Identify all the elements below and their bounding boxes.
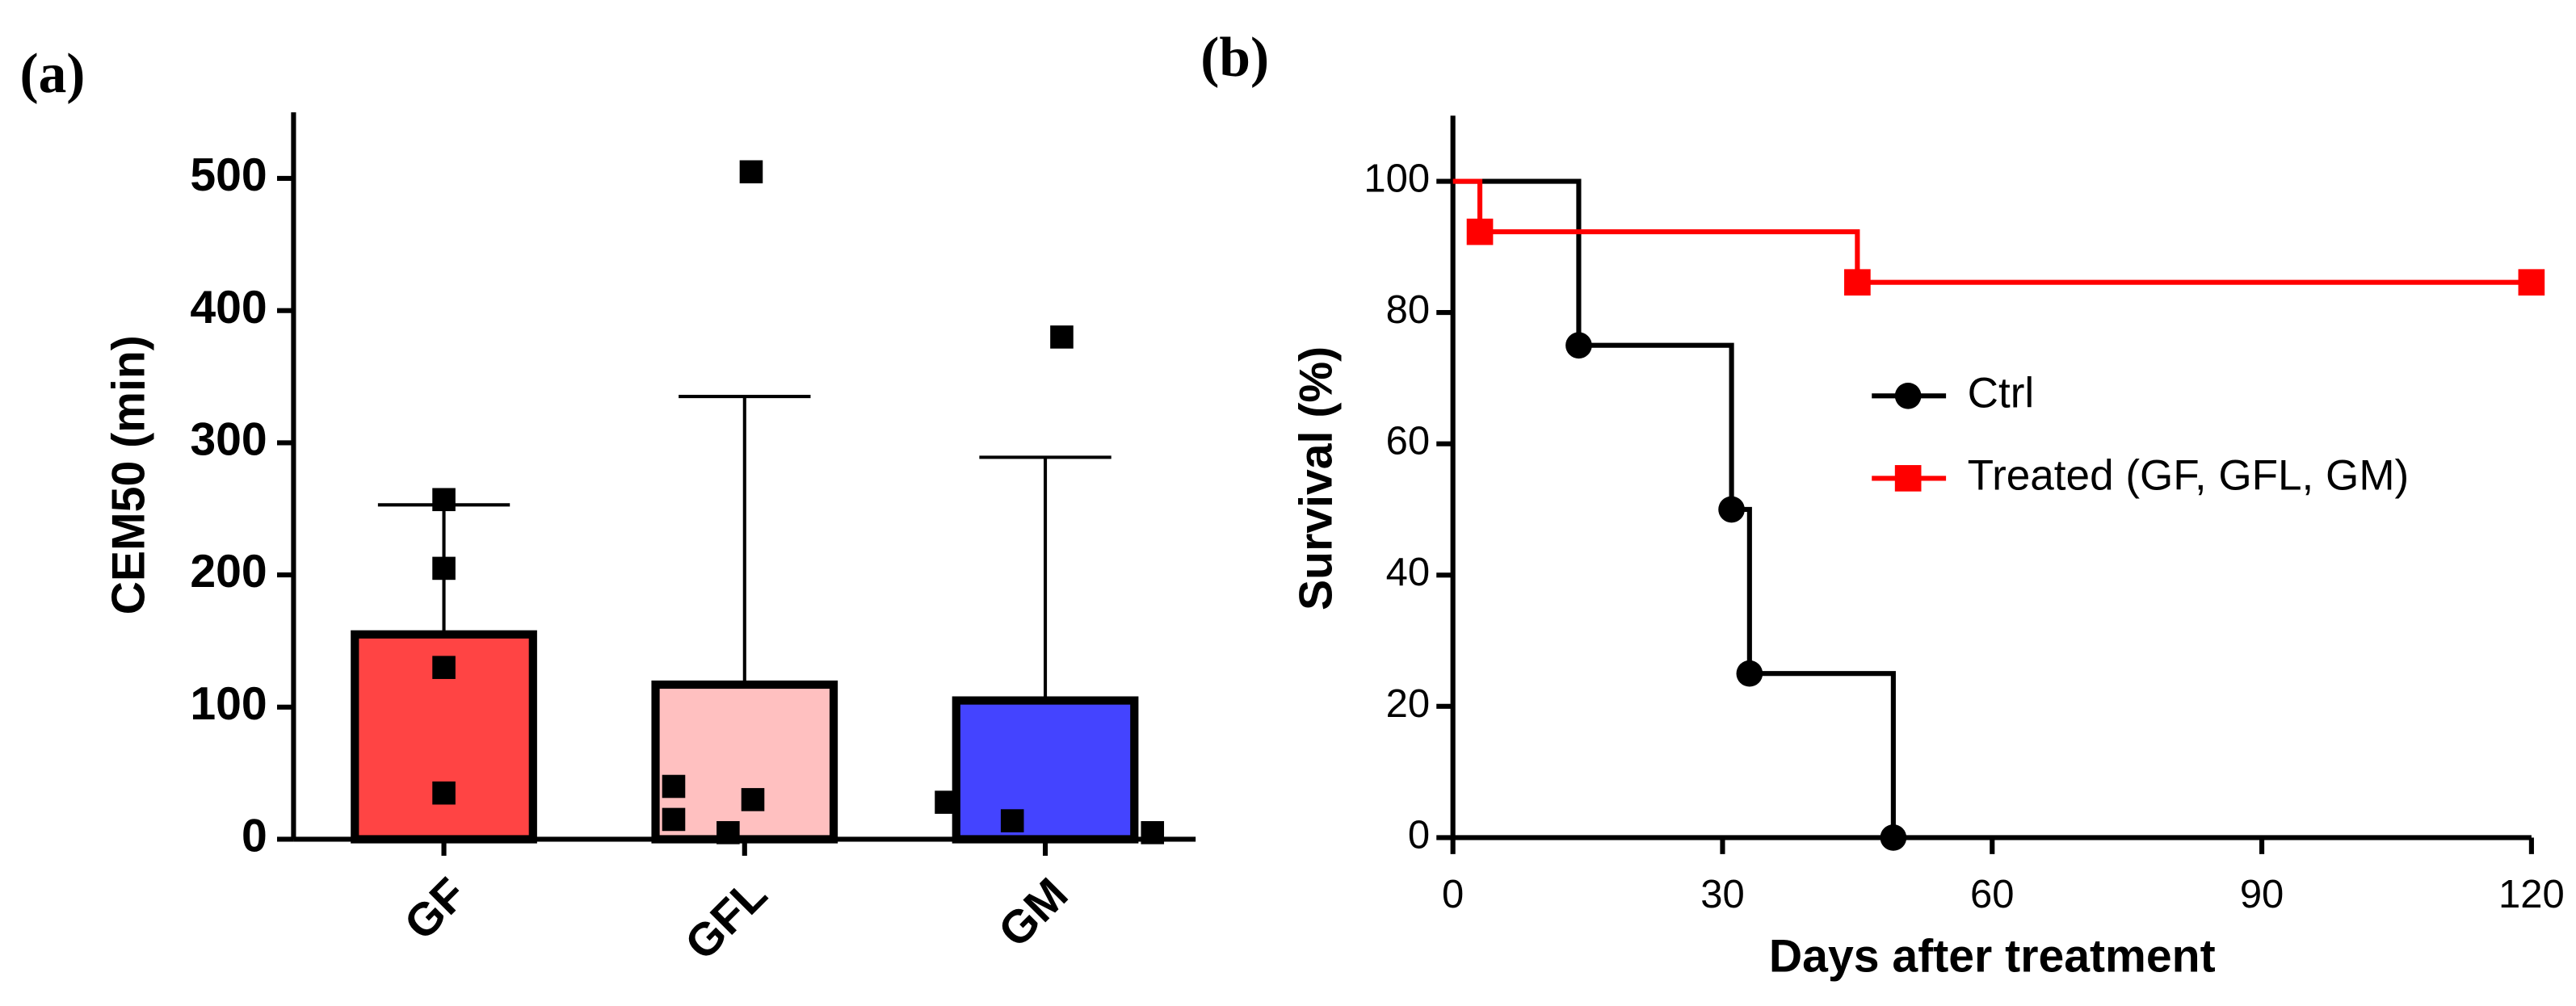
legend-label: Ctrl: [1968, 369, 2035, 417]
y-tick-label: 200: [190, 546, 267, 597]
data-point: [1718, 496, 1745, 523]
survival-line: [1452, 178, 1896, 838]
y-tick-label: 100: [190, 678, 267, 730]
data-point: [432, 488, 456, 512]
y-tick-label: 0: [242, 811, 267, 862]
data-point: [1880, 824, 1907, 851]
x-tick-label: 120: [2498, 873, 2565, 916]
data-point: [1466, 218, 1494, 245]
data-point: [432, 656, 456, 679]
x-tick-label: 90: [2240, 873, 2284, 916]
y-tick-label: 400: [190, 282, 267, 333]
bar: [952, 696, 1139, 844]
legend-marker: [1894, 382, 1922, 409]
data-point: [739, 160, 763, 184]
y-tick-label: 300: [190, 413, 267, 465]
y-tick-label: 20: [1386, 682, 1431, 726]
data-point: [1736, 660, 1763, 687]
x-tick-label: GM: [989, 868, 1078, 957]
data-point: [741, 788, 765, 811]
y-tick-label: 100: [1364, 157, 1430, 200]
data-point: [1050, 325, 1074, 349]
data-point: [1844, 269, 1871, 296]
legend-marker: [1894, 465, 1922, 492]
data-point: [662, 774, 686, 799]
y-tick-label: 80: [1386, 288, 1431, 332]
data-point: [1000, 809, 1024, 832]
x-tick-label: 60: [1970, 873, 2015, 916]
data-point: [1565, 332, 1592, 359]
survival-line: [1452, 178, 2532, 285]
panel-label: (a): [19, 43, 85, 105]
y-tick-label: 500: [190, 149, 267, 201]
y-axis-label: CEM50 (min): [103, 335, 154, 614]
data-point: [1141, 821, 1165, 845]
data-point: [935, 790, 958, 814]
y-tick-label: 40: [1386, 551, 1431, 594]
x-tick-label: 0: [1442, 873, 1464, 916]
data-point: [432, 781, 456, 805]
x-tick-label: GFL: [675, 868, 777, 970]
x-tick-label: 30: [1700, 873, 1745, 916]
panel-label: (b): [1200, 27, 1269, 89]
x-tick-label: GF: [394, 868, 476, 949]
data-point: [662, 807, 686, 832]
y-axis-label: Survival (%): [1290, 346, 1342, 610]
y-tick-label: 60: [1386, 420, 1431, 463]
data-point: [2518, 269, 2545, 296]
x-axis-label: Days after treatment: [1769, 931, 2216, 983]
legend-label: Treated (GF, GFL, GM): [1968, 451, 2410, 499]
data-point: [432, 556, 456, 581]
data-point: [716, 821, 740, 845]
y-tick-label: 0: [1408, 813, 1430, 857]
